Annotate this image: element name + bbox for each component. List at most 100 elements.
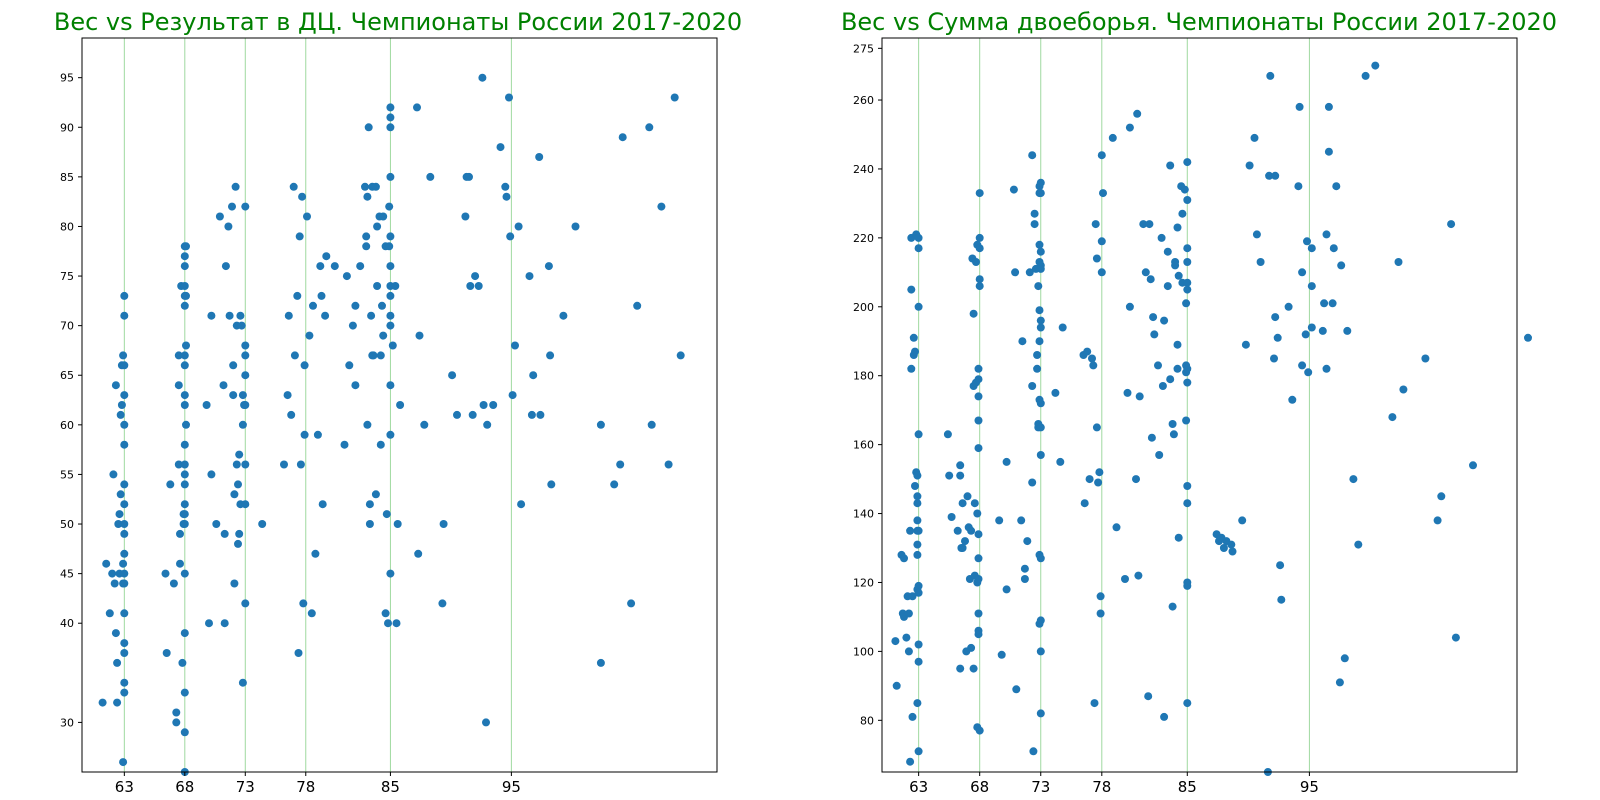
scatter-point xyxy=(180,301,189,310)
scatter-point xyxy=(1160,316,1169,325)
scatter-point xyxy=(1158,382,1167,390)
scatter-point xyxy=(1036,323,1045,332)
scatter-point xyxy=(241,341,250,350)
scatter-point xyxy=(1183,578,1192,587)
scatter-point xyxy=(361,182,369,191)
scatter-point xyxy=(974,554,983,563)
scatter-point xyxy=(1028,382,1037,390)
scatter-point xyxy=(892,681,901,690)
scatter-point xyxy=(1029,747,1038,756)
scatter-point xyxy=(967,526,976,535)
scatter-point xyxy=(182,291,190,300)
scatter-point xyxy=(1328,299,1337,308)
scatter-point xyxy=(1437,492,1446,501)
scatter-point xyxy=(908,592,917,601)
scatter-point xyxy=(356,262,365,271)
scatter-point xyxy=(322,252,331,261)
y-tick-label: 260 xyxy=(853,94,874,107)
scatter-point xyxy=(295,232,304,241)
scatter-point xyxy=(298,192,307,201)
scatter-point xyxy=(974,416,983,425)
scatter-point xyxy=(161,569,170,578)
scatter-point xyxy=(1090,699,1099,708)
scatter-point xyxy=(180,252,189,261)
scatter-point xyxy=(914,302,923,311)
scatter-point xyxy=(961,537,969,546)
scatter-point xyxy=(1524,333,1532,342)
scatter-point xyxy=(1320,299,1329,308)
y-tick-label: 100 xyxy=(853,645,874,658)
scatter-point xyxy=(471,272,480,281)
scatter-point xyxy=(956,471,965,480)
scatter-point xyxy=(180,262,189,271)
scatter-point xyxy=(415,331,424,340)
scatter-point xyxy=(1035,337,1044,346)
y-tick-label: 80 xyxy=(60,220,74,233)
scatter-point xyxy=(290,351,299,360)
scatter-point xyxy=(1276,561,1285,570)
scatter-point xyxy=(1036,264,1045,273)
scatter-point xyxy=(974,375,983,384)
scatter-point xyxy=(120,529,129,538)
scatter-point xyxy=(1332,182,1341,191)
scatter-point xyxy=(1433,516,1442,525)
scatter-point xyxy=(299,599,308,608)
scatter-point xyxy=(236,311,245,320)
scatter-point xyxy=(969,664,978,673)
x-axis: 63 68 73 78 85 95 xyxy=(909,772,1319,796)
scatter-point xyxy=(113,658,122,667)
scatter-point xyxy=(225,311,234,320)
scatter-point xyxy=(970,499,979,508)
scatter-point xyxy=(386,291,395,300)
scatter-point xyxy=(1266,71,1275,80)
scatter-point xyxy=(303,212,311,221)
scatter-point xyxy=(296,460,305,469)
scatter-point xyxy=(1030,209,1039,218)
scatter-point xyxy=(670,93,679,102)
scatter-point xyxy=(180,688,189,697)
scatter-point xyxy=(945,471,954,480)
scatter-point xyxy=(559,311,568,320)
scatter-point xyxy=(1168,602,1177,611)
scatter-point xyxy=(963,492,972,501)
scatter-point xyxy=(182,420,190,429)
scatter-point xyxy=(1097,237,1106,246)
scatter-point xyxy=(362,242,371,251)
scatter-point xyxy=(258,520,267,528)
scatter-point xyxy=(1149,313,1158,322)
scatter-point xyxy=(1125,302,1134,311)
scatter-point xyxy=(913,540,922,549)
scatter-point xyxy=(1035,240,1044,249)
scatter-point xyxy=(1155,451,1164,459)
scatter-point xyxy=(975,233,984,242)
scatter-point xyxy=(115,510,124,519)
scatter-point xyxy=(496,143,505,152)
scatter-point xyxy=(386,123,395,132)
scatter-point xyxy=(180,440,189,449)
scatter-point xyxy=(972,258,980,266)
scatter-point xyxy=(1017,516,1026,525)
scatter-point xyxy=(180,728,189,737)
y-tick-label: 75 xyxy=(60,270,74,283)
scatter-point xyxy=(241,401,250,409)
scatter-point xyxy=(1354,540,1363,549)
scatter-point xyxy=(180,470,189,479)
scatter-point xyxy=(309,301,317,310)
scatter-point xyxy=(1036,423,1045,432)
scatter-point xyxy=(180,282,189,290)
scatter-point xyxy=(900,554,908,563)
scatter-point xyxy=(241,202,250,211)
y-axis: 30 40 45 50 55 60 65 70 75 80 85 90 95 xyxy=(60,72,82,729)
scatter-point xyxy=(180,480,189,489)
scatter-point xyxy=(958,544,967,552)
scatter-point xyxy=(235,529,244,538)
scatter-point xyxy=(373,282,382,290)
scatter-point xyxy=(180,569,189,578)
scatter-point xyxy=(1051,388,1060,397)
x-tick-label: 68 xyxy=(970,778,989,796)
scatter-point xyxy=(913,699,922,708)
scatter-point xyxy=(1173,223,1182,232)
scatter-point xyxy=(241,351,250,360)
scatter-point xyxy=(913,492,922,501)
scatter-point xyxy=(1271,313,1280,322)
